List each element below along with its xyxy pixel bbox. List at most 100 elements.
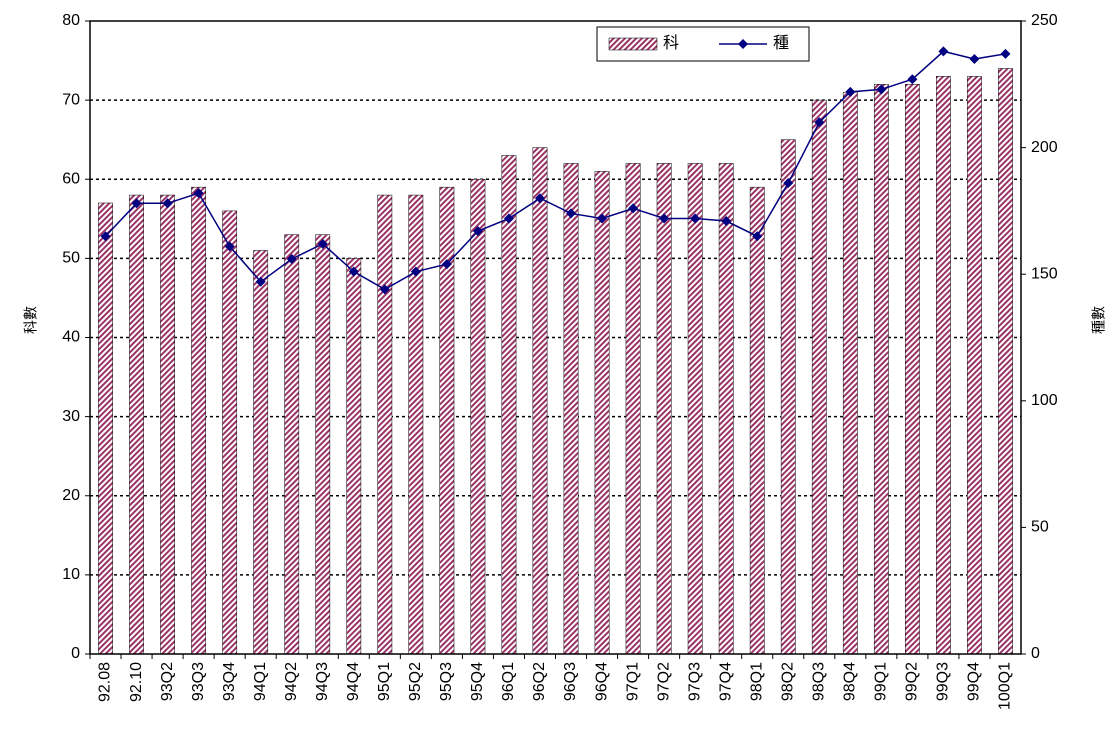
marker (255, 276, 266, 287)
bar (191, 186, 207, 655)
bar (998, 68, 1013, 655)
bar (687, 163, 703, 655)
marker (938, 46, 949, 57)
bar (904, 84, 920, 655)
y-tick-label: 50 (62, 250, 80, 267)
bar (718, 163, 734, 655)
marker (131, 198, 142, 209)
x-tick-label: 99Q1 (873, 662, 890, 701)
marker (783, 178, 794, 189)
marker (534, 193, 545, 204)
x-tick-label: 99Q3 (935, 662, 952, 701)
line (104, 50, 1006, 291)
marker (410, 266, 421, 277)
x-tick-label: 93Q2 (159, 662, 176, 701)
legend-label: 科 (663, 34, 679, 52)
x-tick-label: 96Q2 (531, 662, 548, 701)
bar (873, 84, 889, 655)
y-tick-label: 30 (62, 408, 80, 425)
x-tick-label: 97Q4 (717, 662, 734, 701)
marker (472, 226, 483, 237)
marker (659, 213, 670, 224)
marker (100, 231, 111, 242)
x-tick-label: 95Q3 (438, 662, 455, 701)
x-tick-label: 94Q2 (283, 662, 300, 701)
marker (1000, 48, 1011, 59)
x-tick-label: 98Q2 (779, 662, 796, 701)
plot-frame (89, 20, 1022, 655)
marker (441, 259, 452, 270)
bar (160, 194, 175, 655)
x-tick-label: 95Q4 (469, 662, 486, 701)
x-tick-label: 96Q4 (593, 662, 610, 701)
legend-label: 種 (773, 34, 789, 52)
x-tick-label: 93Q4 (221, 662, 238, 701)
marker (566, 208, 577, 219)
bar (408, 194, 424, 655)
y-tick-label: 80 (62, 12, 80, 29)
x-tick-label: 93Q3 (190, 662, 207, 701)
bar (439, 186, 455, 655)
marker (628, 203, 639, 214)
x-tick-label: 97Q2 (655, 662, 672, 701)
marker (193, 188, 204, 199)
bar (284, 234, 300, 655)
x-tick-label: 98Q1 (748, 662, 765, 701)
x-tick-label: 94Q3 (314, 662, 331, 701)
x-tick-label: 98Q3 (811, 662, 828, 701)
x-tick-label: 96Q3 (562, 662, 579, 701)
x-tick-label: 99Q4 (966, 662, 983, 701)
bar (253, 250, 269, 655)
marker (907, 74, 918, 85)
bar (780, 139, 796, 655)
bar (967, 76, 982, 655)
x-tick-label: 100Q1 (997, 662, 1014, 710)
bar (594, 171, 610, 655)
legend: 科種 (596, 26, 810, 62)
x-tick-label: 92.10 (128, 662, 145, 702)
bar (129, 194, 144, 655)
y-tick-label: 40 (62, 329, 80, 346)
bar (315, 234, 331, 655)
bar (346, 258, 362, 655)
bar (470, 179, 486, 655)
marker (845, 86, 856, 97)
x-tick-label: 95Q2 (407, 662, 424, 701)
bar (811, 99, 827, 655)
x-tick-label: 96Q1 (500, 662, 517, 701)
bar (377, 194, 393, 655)
x-tick-label: 97Q1 (624, 662, 641, 701)
x-tick-label: 92.08 (97, 662, 114, 702)
marker (597, 213, 608, 224)
marker (224, 241, 235, 252)
marker (503, 213, 514, 224)
bar (222, 210, 238, 655)
y-tick-label: 20 (62, 487, 80, 504)
x-tick-label: 94Q1 (252, 662, 269, 701)
y2-tick-label: 150 (1031, 265, 1058, 282)
marker (814, 117, 825, 128)
bar (563, 163, 579, 655)
y2-axis-title: 種數 (1091, 306, 1107, 334)
x-tick-label: 98Q4 (842, 662, 859, 701)
bar (842, 91, 858, 655)
bar (625, 163, 641, 655)
y2-tick-label: 250 (1031, 12, 1058, 29)
x-tick-label: 94Q4 (345, 662, 362, 701)
marker (876, 84, 887, 95)
bar (936, 76, 951, 655)
y-tick-label: 70 (62, 91, 80, 108)
y2-tick-label: 50 (1031, 519, 1049, 536)
bar (98, 202, 113, 655)
marker (317, 238, 328, 249)
marker (286, 254, 297, 265)
bar (532, 147, 548, 655)
y-tick-label: 10 (62, 566, 80, 583)
legend-swatch (608, 37, 658, 51)
legend-marker (738, 39, 748, 49)
marker (969, 53, 980, 64)
marker (721, 216, 732, 227)
y2-tick-label: 0 (1031, 645, 1040, 662)
bar (501, 155, 517, 655)
